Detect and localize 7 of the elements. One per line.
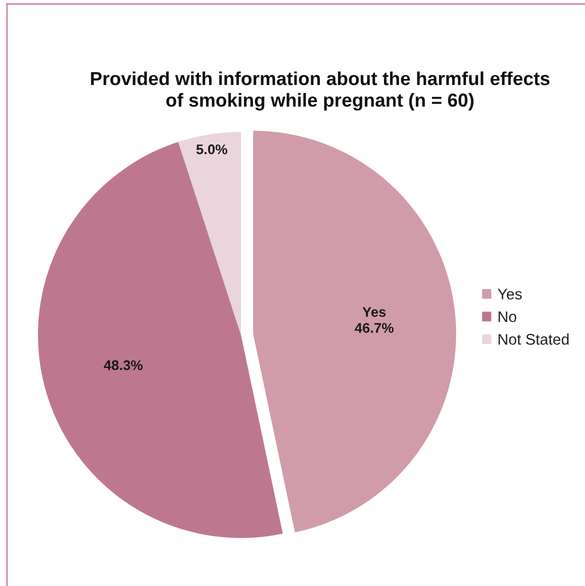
legend-label: Yes (498, 288, 522, 300)
data-label: 48.3% (104, 360, 143, 370)
data-label: Yes 46.7% (354, 307, 394, 333)
legend-label: No (498, 311, 516, 322)
legend-label: Not Stated (498, 334, 569, 345)
data-label: 5.0% (196, 144, 228, 154)
chart-title: Provided with information about the harmful effects of smoking while pregnant (n = 60) (91, 71, 550, 111)
